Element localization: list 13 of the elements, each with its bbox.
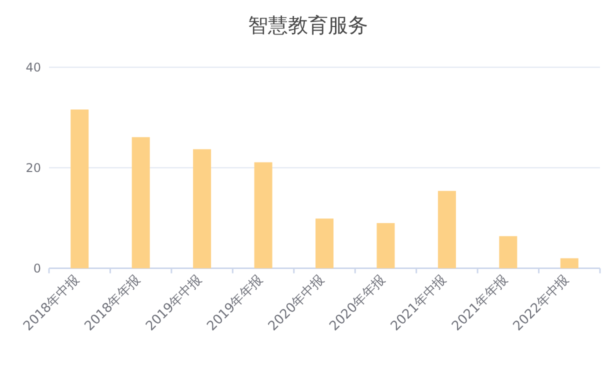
bar: [499, 236, 518, 268]
bar: [438, 190, 456, 268]
bar: [316, 218, 334, 268]
bar: [560, 258, 578, 268]
bar: [70, 110, 89, 268]
y-tick-label: 0: [33, 261, 41, 276]
y-tick-label: 40: [26, 60, 41, 74]
bar: [376, 223, 395, 268]
y-tick-label: 20: [26, 160, 41, 175]
bar: [254, 162, 272, 268]
bar: [193, 149, 212, 268]
bar: [132, 137, 150, 268]
chart-title: 智慧教育服务: [248, 13, 368, 37]
